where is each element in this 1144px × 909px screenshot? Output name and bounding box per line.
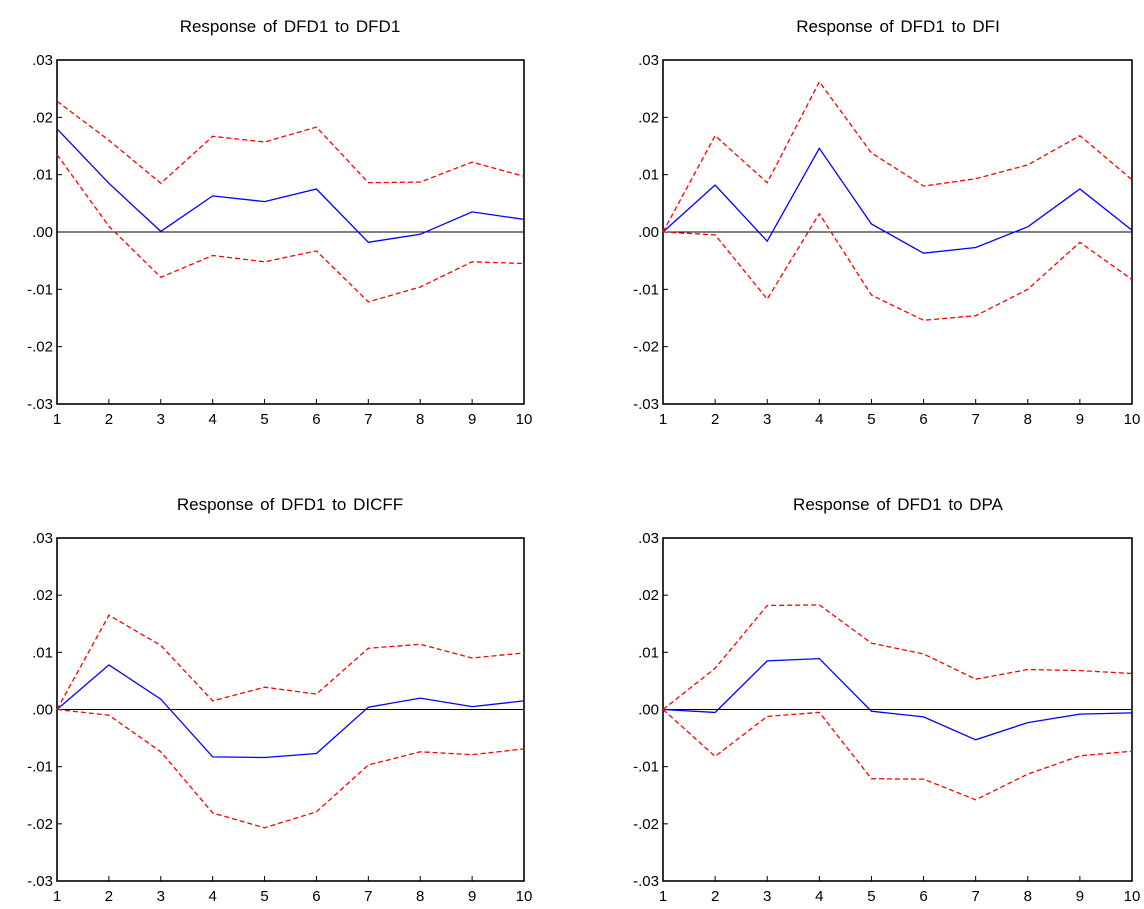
y-tick-label: .00 <box>638 702 659 719</box>
x-tick-label: 1 <box>659 888 667 905</box>
y-tick-label: .02 <box>638 109 659 126</box>
x-tick-label: 9 <box>468 411 476 428</box>
upper-band-line <box>662 604 1133 711</box>
x-tick-label: 1 <box>659 411 667 428</box>
x-tick-label: 1 <box>53 888 61 905</box>
x-tick-label: 3 <box>157 411 165 428</box>
y-tick-label: .03 <box>638 52 659 69</box>
x-tick-label: 4 <box>815 888 823 905</box>
lower-band-line <box>56 154 525 303</box>
x-tick-label: 5 <box>260 888 268 905</box>
lower-band-line <box>662 709 1133 801</box>
y-tick-label: .01 <box>638 644 659 661</box>
response-line <box>56 664 525 759</box>
y-tick-label: .02 <box>638 587 659 604</box>
y-tick-label: -.01 <box>633 281 659 298</box>
y-tick-label: .03 <box>32 530 53 547</box>
x-tick-label: 10 <box>516 888 533 905</box>
y-tick-label: -.03 <box>27 396 53 413</box>
x-tick-label: 8 <box>1024 411 1032 428</box>
upper-band-line <box>56 100 525 185</box>
x-tick-label: 4 <box>208 888 216 905</box>
chart-title: Response of DFD1 to DPA <box>793 495 1003 514</box>
x-tick-label: 9 <box>468 888 476 905</box>
x-tick-label: 2 <box>105 411 113 428</box>
x-tick-label: 7 <box>364 411 372 428</box>
y-tick-label: .02 <box>32 109 53 126</box>
y-tick-label: .01 <box>638 167 659 184</box>
chart-title: Response of DFD1 to DFI <box>796 17 1000 36</box>
x-tick-label: 6 <box>919 411 927 428</box>
chart-plot: .03 .02 .01 .00 -.01 -.02 -.031 2 3 4 5 6 7 8 9 10 <box>27 530 532 905</box>
y-tick-label: -.03 <box>633 396 659 413</box>
y-tick-label: .01 <box>32 167 53 184</box>
chart-panel-dfd1-to-dfd1: Response of DFD1 to DFD1 <box>0 0 572 455</box>
y-tick-label: .02 <box>32 587 53 604</box>
response-line <box>662 147 1133 254</box>
chart-panel-dfd1-to-dfi: Response of DFD1 to DFI <box>796 17 1000 36</box>
x-tick-label: 2 <box>711 888 719 905</box>
x-tick-label: 4 <box>208 411 216 428</box>
x-tick-label: 7 <box>971 888 979 905</box>
lower-band-line <box>56 708 525 829</box>
x-tick-label: 3 <box>763 888 771 905</box>
y-tick-label: .03 <box>32 52 53 69</box>
y-tick-label: .00 <box>638 224 659 241</box>
x-tick-label: 9 <box>1076 411 1084 428</box>
x-tick-label: 4 <box>815 411 823 428</box>
chart-plot: .03 .02 .01 .00 -.01 -.02 -.031 2 3 4 5 6 7 8 9 10 <box>27 52 532 428</box>
y-tick-label: -.02 <box>27 339 53 356</box>
response-line <box>56 128 525 243</box>
x-tick-label: 3 <box>763 411 771 428</box>
y-tick-label: -.01 <box>27 759 53 776</box>
x-tick-label: 6 <box>312 888 320 905</box>
x-tick-label: 10 <box>516 411 533 428</box>
y-tick-label: .00 <box>32 702 53 719</box>
y-tick-label: .01 <box>32 644 53 661</box>
y-tick-label: -.02 <box>633 816 659 833</box>
y-tick-label: .00 <box>32 224 53 241</box>
chart-title: Response of DFD1 to DICFF <box>176 495 404 514</box>
x-tick-label: 2 <box>711 411 719 428</box>
x-tick-label: 6 <box>919 888 927 905</box>
upper-band-line <box>56 614 525 710</box>
y-tick-label: -.02 <box>633 339 659 356</box>
x-tick-label: 5 <box>867 888 875 905</box>
y-tick-label: -.03 <box>633 873 659 890</box>
chart-title: Response of DFD1 to DFD1 <box>179 17 401 36</box>
x-tick-label: 10 <box>1124 888 1141 905</box>
x-tick-label: 9 <box>1076 888 1084 905</box>
x-tick-label: 1 <box>53 411 61 428</box>
x-tick-label: 10 <box>1124 411 1141 428</box>
x-tick-label: 8 <box>416 888 424 905</box>
chart-plot: .03 .02 .01 .00 -.01 -.02 -.031 2 3 4 5 6 7 8 9 10 <box>633 530 1140 905</box>
y-tick-label: -.03 <box>27 873 53 890</box>
x-tick-label: 8 <box>416 411 424 428</box>
x-tick-label: 8 <box>1024 888 1032 905</box>
y-tick-label: .03 <box>638 530 659 547</box>
y-tick-label: -.02 <box>27 816 53 833</box>
x-tick-label: 3 <box>157 888 165 905</box>
response-line <box>662 657 1133 741</box>
chart-plot: .03 .02 .01 .00 -.01 -.02 -.031 2 3 4 5 6 7 8 9 10 <box>633 52 1140 428</box>
x-tick-label: 5 <box>867 411 875 428</box>
upper-band-line <box>662 80 1133 233</box>
y-tick-label: -.01 <box>633 759 659 776</box>
lower-band-line <box>662 212 1133 321</box>
x-tick-label: 5 <box>260 411 268 428</box>
y-tick-label: -.01 <box>27 281 53 298</box>
x-tick-label: 2 <box>105 888 113 905</box>
chart-panel-dfd1-to-dicff: Response of DFD1 to DICFF <box>176 495 404 514</box>
x-tick-label: 7 <box>971 411 979 428</box>
x-tick-label: 7 <box>364 888 372 905</box>
x-tick-label: 6 <box>312 411 320 428</box>
